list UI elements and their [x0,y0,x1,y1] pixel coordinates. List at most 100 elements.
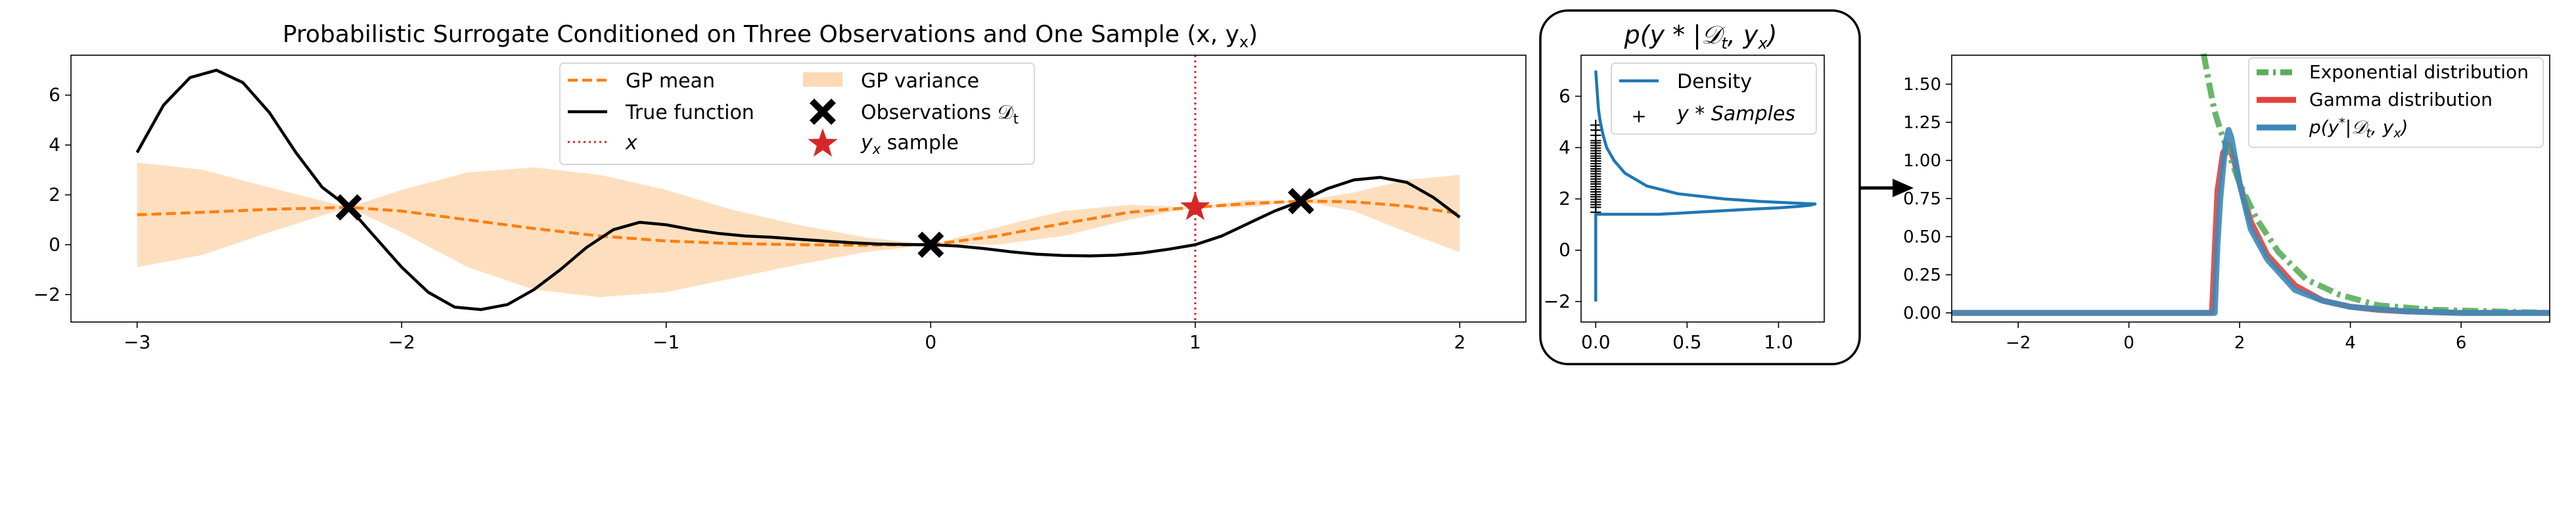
sample-marker: + [1588,151,1603,171]
x-tick-label: 4 [2345,333,2356,353]
sample-marker: + [1588,141,1603,160]
density-line [1594,70,1817,302]
x-tick-label: −2 [2006,333,2031,353]
sample-marker: + [1588,162,1603,181]
x-tick-label: 0.0 [1581,331,1611,353]
x-tick-label: 0.5 [1672,331,1702,353]
x-tick-label: −3 [124,331,150,353]
sample-marker: + [1588,172,1603,191]
gp-variance-band-layer [137,162,1460,298]
density-chart: p(y * |𝒟t, yx) +++++++++++++++++++++++++… [1539,9,1861,365]
observation-point [1287,188,1314,214]
y-tick-label: 2 [1559,188,1571,210]
distribution-chart-axes-frame [1951,55,2550,323]
x-tick-label: 1.0 [1764,331,1793,353]
sample-marker: + [1588,166,1603,186]
y-tick-label: 4 [1559,137,1571,158]
legend-observations-marker [810,99,836,125]
distribution-chart-legend: Exponential distribution Gamma distribut… [2248,57,2544,148]
yx-sample-point [1180,191,1210,220]
gp-mean-line [137,199,1460,247]
marker-layer [335,188,1314,258]
y-tick-label: 0.00 [1903,304,1941,323]
legend-gp-variance-label: GP variance [861,70,979,93]
main-chart-ticks: −3 −2 −1 0 1 2 −2 0 2 4 6 [34,84,1466,353]
sample-marker: + [1588,149,1603,168]
y-tick-label: −2 [34,283,60,305]
observation-point [335,194,362,221]
sample-marker: + [1588,169,1603,189]
arrow-connector [1860,179,1914,197]
sample-marker: + [1588,146,1603,166]
y-tick-label: 1.00 [1903,151,1941,171]
y-tick-label: −2 [1544,290,1571,312]
y-tick-label: 6 [49,84,60,106]
sample-marker: + [1588,143,1603,163]
sample-marker: + [1588,179,1603,199]
legend-box [1611,62,1817,135]
y-tick-label: 0 [1559,239,1571,261]
legend-samples-label: y * Samples [1676,103,1795,126]
legend-yx-sample-label: yx sample [860,131,959,157]
sample-marker: + [1588,197,1603,217]
legend-x-label: x [625,131,637,154]
sample-marker: + [1588,133,1603,153]
y-tick-label: 0.75 [1903,189,1941,209]
sample-marker: + [1588,190,1603,210]
density-chart-axes-frame [1580,55,1825,323]
sample-marker: + [1588,131,1603,151]
distribution-chart: −2 0 2 4 6 0.00 0.25 0.50 0.75 1.00 1.25 1.50 Expon… [1903,53,2550,353]
y-tick-label: 0 [49,233,60,255]
density-chart-title: p(y * |𝒟t, yx) [1624,20,1778,53]
legend-gp-variance-swatch [803,72,842,87]
samples-layer: +++++++++++++++++++++++++++++++ [1588,115,1603,222]
legend-density-label: Density [1677,70,1752,93]
x-tick-label: 2 [2234,333,2245,353]
sample-marker: + [1588,182,1603,202]
legend-exponential-label: Exponential distribution [2309,61,2529,83]
distribution-line-layer [1952,53,2550,316]
legend-box [559,62,1035,165]
sample-marker: + [1588,193,1603,212]
legend-gamma-label: Gamma distribution [2309,89,2493,110]
sample-marker: + [1588,202,1603,222]
sample-marker: + [1588,174,1603,194]
sample-marker: + [1588,120,1603,140]
legend-observations-label: Observations 𝒟t [861,101,1019,127]
main-chart-legend: GP mean True function x GP variance Obse… [559,62,1035,165]
legend-yx-sample-marker [808,128,838,157]
legend-gp-mean-label: GP mean [626,70,715,93]
main-chart-axes-frame [70,55,1527,323]
sample-marker: + [1588,126,1603,145]
legend-samples-marker: + [1631,105,1646,127]
x-tick-label: 0 [2123,333,2134,353]
x-tick-label: 1 [1189,331,1201,353]
main-chart-title: Probabilistic Surrogate Conditioned on T… [283,21,1258,51]
density-chart-ticks: 0.0 0.5 1.0 −2 0 2 4 6 [1544,85,1793,353]
y-tick-label: 1.50 [1903,75,1941,95]
exponential-line [2200,53,2550,316]
sample-marker: + [1588,154,1603,174]
observation-point [917,231,944,258]
sample-marker: + [1588,177,1603,197]
x-tick-label: −1 [653,331,679,353]
sample-marker: + [1588,159,1603,179]
x-tick-label: −2 [388,331,415,353]
density-line-layer [1594,70,1817,302]
y-tick-label: 0.25 [1903,266,1941,285]
legend-density-label: p(y*|𝒟t, yx) [2309,116,2408,141]
y-tick-label: 1.25 [1903,113,1941,133]
x-tick-label: 0 [925,331,936,353]
sample-marker: + [1588,164,1603,184]
gp-variance-band [137,162,1460,298]
legend-true-function-label: True function [625,101,754,124]
distribution-chart-ticks: −2 0 2 4 6 0.00 0.25 0.50 0.75 1.00 1.25 1.50 [1903,75,2466,353]
y-tick-label: 2 [49,183,60,205]
x-tick-label: 2 [1454,331,1465,353]
legend-box [2248,57,2544,148]
sample-marker: + [1588,136,1603,156]
density-line [1952,127,2550,316]
arrow-head-icon [1893,179,1914,197]
sample-marker: + [1588,187,1603,207]
